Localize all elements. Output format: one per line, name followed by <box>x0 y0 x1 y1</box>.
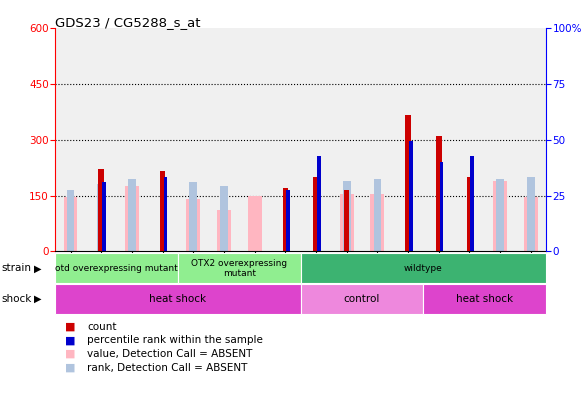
Bar <box>125 186 139 251</box>
Bar <box>98 169 104 251</box>
Text: heat shock: heat shock <box>149 294 206 304</box>
Bar <box>424 284 546 314</box>
Bar <box>467 177 472 251</box>
Bar <box>189 183 197 251</box>
Text: ■: ■ <box>65 363 76 373</box>
Text: OTX2 overexpressing
mutant: OTX2 overexpressing mutant <box>191 259 288 278</box>
Bar <box>374 179 381 251</box>
Bar <box>160 171 166 251</box>
Bar <box>64 197 77 251</box>
Bar <box>527 177 535 251</box>
Bar <box>220 186 228 251</box>
Bar <box>301 253 546 283</box>
Bar <box>317 156 321 251</box>
Text: shock: shock <box>2 294 32 304</box>
Bar <box>163 177 167 251</box>
Bar <box>217 210 231 251</box>
Bar <box>406 115 411 251</box>
Text: GDS23 / CG5288_s_at: GDS23 / CG5288_s_at <box>55 16 200 29</box>
Text: count: count <box>87 322 117 332</box>
Bar <box>301 284 424 314</box>
Bar <box>371 194 384 251</box>
Bar <box>496 179 504 251</box>
Bar <box>524 197 537 251</box>
Bar <box>340 194 354 251</box>
Text: ▶: ▶ <box>34 294 41 304</box>
Text: ▶: ▶ <box>34 263 41 273</box>
Bar <box>248 196 261 251</box>
Text: percentile rank within the sample: percentile rank within the sample <box>87 335 263 345</box>
Text: strain: strain <box>2 263 32 273</box>
Text: control: control <box>344 294 380 304</box>
Bar <box>344 190 349 251</box>
Bar <box>178 253 301 283</box>
Bar <box>128 179 136 251</box>
Text: value, Detection Call = ABSENT: value, Detection Call = ABSENT <box>87 349 253 359</box>
Bar <box>440 162 443 251</box>
Text: ■: ■ <box>65 335 76 345</box>
Bar <box>436 136 442 251</box>
Bar <box>493 181 507 251</box>
Bar <box>282 188 288 251</box>
Text: rank, Detection Call = ABSENT: rank, Detection Call = ABSENT <box>87 363 248 373</box>
Text: otd overexpressing mutant: otd overexpressing mutant <box>55 264 178 273</box>
Bar <box>55 253 178 283</box>
Text: ■: ■ <box>65 322 76 332</box>
Bar <box>67 190 74 251</box>
Bar <box>55 284 301 314</box>
Text: heat shock: heat shock <box>456 294 514 304</box>
Bar <box>409 141 413 251</box>
Bar <box>313 177 319 251</box>
Text: wildtype: wildtype <box>404 264 443 273</box>
Bar <box>471 156 474 251</box>
Bar <box>98 185 105 251</box>
Bar <box>187 199 200 251</box>
Bar <box>286 190 290 251</box>
Bar <box>343 181 350 251</box>
Bar <box>102 183 106 251</box>
Text: ■: ■ <box>65 349 76 359</box>
